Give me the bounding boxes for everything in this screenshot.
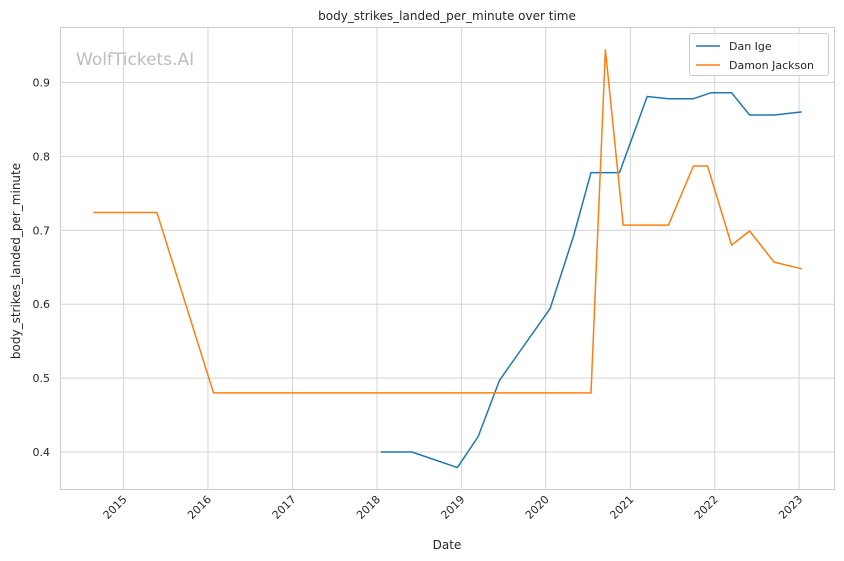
plot-frame xyxy=(60,27,835,490)
y-tick-label: 0.7 xyxy=(33,224,51,237)
y-axis-title: body_strikes_landed_per_minute xyxy=(9,163,23,359)
y-axis-ticks: 0.4 0.5 0.6 0.7 0.8 0.9 xyxy=(33,76,51,459)
x-axis-title: Date xyxy=(433,538,462,552)
x-tick-label: 2015 xyxy=(101,493,130,522)
y-tick-label: 0.5 xyxy=(33,372,51,385)
legend-label: Damon Jackson xyxy=(729,59,814,72)
x-tick-label: 2018 xyxy=(354,493,383,522)
series-line-1 xyxy=(93,49,802,394)
x-tick-label: 2021 xyxy=(607,493,636,522)
x-tick-label: 2019 xyxy=(438,493,467,522)
x-axis-ticks: 2015 2016 2017 2018 2019 2020 2021 2022 2023 xyxy=(101,493,806,522)
series-lines xyxy=(93,49,802,469)
chart-title: body_strikes_landed_per_minute over time xyxy=(318,9,576,23)
x-tick-label: 2022 xyxy=(692,493,721,522)
series-line-0 xyxy=(380,92,802,469)
watermark-text: WolfTickets.AI xyxy=(76,50,194,70)
x-tick-label: 2016 xyxy=(185,493,214,522)
legend-label: Dan Ige xyxy=(729,40,772,53)
legend-box xyxy=(689,33,829,76)
x-tick-label: 2020 xyxy=(523,493,552,522)
y-tick-label: 0.6 xyxy=(33,298,51,311)
x-tick-label: 2017 xyxy=(270,493,299,522)
grid xyxy=(60,27,834,489)
x-tick-label: 2023 xyxy=(776,493,805,522)
y-tick-label: 0.8 xyxy=(33,150,51,163)
y-tick-label: 0.9 xyxy=(33,76,51,89)
legend: Dan Ige Damon Jackson xyxy=(689,33,829,76)
y-tick-label: 0.4 xyxy=(33,446,51,459)
